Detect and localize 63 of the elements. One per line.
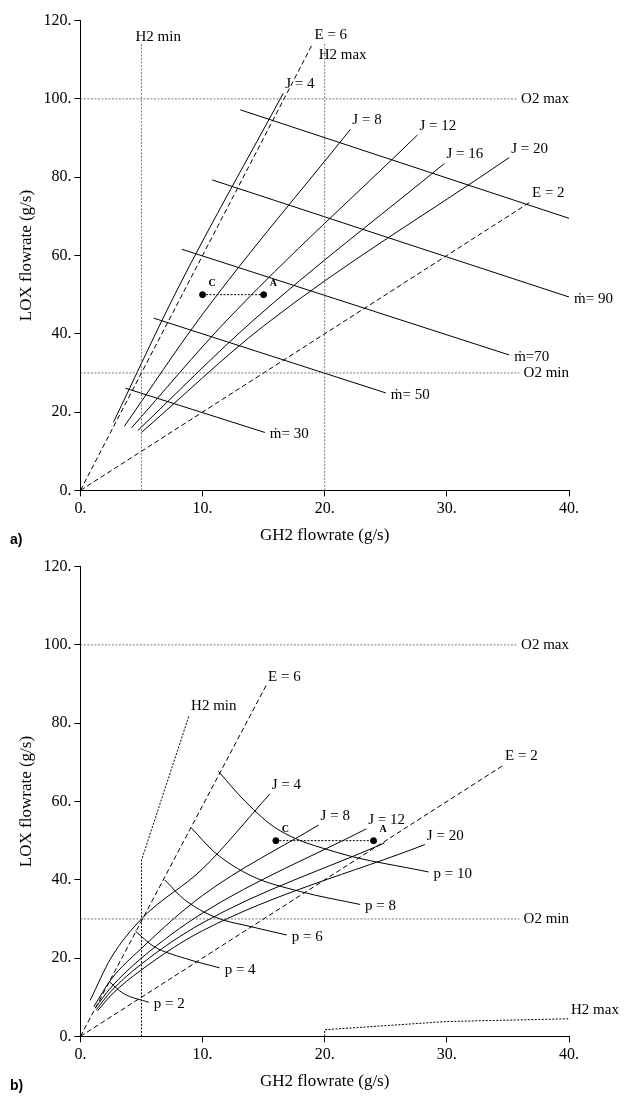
annotation: C <box>281 823 290 835</box>
x-tick-label: 40. <box>559 499 579 517</box>
ref-line-label: H2 min <box>135 27 182 44</box>
y-tick-label: 40. <box>51 870 72 887</box>
x-tick-label: 0. <box>74 1045 87 1063</box>
y-tick-label: 60. <box>51 245 72 263</box>
x-tick-label: 20. <box>314 499 335 517</box>
ref-line-label: O2 min <box>523 363 570 380</box>
ref-line-label: O2 max <box>521 635 570 652</box>
ref-line-label: O2 min <box>523 909 570 926</box>
x-tick-label: 30. <box>436 1045 457 1063</box>
series-label: ṁ=70 <box>514 347 550 364</box>
text: a) <box>10 530 23 547</box>
y-axis-title: LOX flowrate (g/s) <box>15 189 35 322</box>
series-label: J = 12 <box>419 116 457 133</box>
y-tick-label: 20. <box>51 402 72 420</box>
series-label: ṁ= 50 <box>390 385 430 402</box>
series-label: E = 6 <box>268 667 302 684</box>
series-label: J = 20 <box>511 139 548 156</box>
series-label: p = 2 <box>153 995 185 1012</box>
series-label: H2 min <box>191 697 238 714</box>
series-label: p = 4 <box>224 960 257 977</box>
series-label: E = 6 <box>314 26 348 43</box>
y-tick-label: 0. <box>59 1026 72 1044</box>
annotation: C <box>208 277 216 289</box>
series-label: J = 8 <box>352 111 382 128</box>
y-tick-label: 60. <box>51 791 72 809</box>
series-label: E = 2 <box>531 184 565 201</box>
y-tick-label: 80. <box>51 713 72 731</box>
y-tick-label: 80. <box>51 167 72 185</box>
y-tick-label: 20. <box>51 948 72 966</box>
y-tick-label: 0. <box>59 480 72 498</box>
series-label: H2 max <box>571 1000 620 1017</box>
annotation: A <box>379 823 388 835</box>
y-axis-title: LOX flowrate (g/s) <box>15 735 35 868</box>
ref-line-label: O2 max <box>521 89 570 106</box>
y-tick-label: 100. <box>43 89 72 107</box>
series-label: p = 6 <box>291 927 324 944</box>
text: b) <box>10 1076 24 1093</box>
ref-line-label: H2 max <box>318 45 368 62</box>
series-label: ṁ= 30 <box>269 425 309 442</box>
x-tick-label: 40. <box>559 1045 579 1063</box>
series-label: J = 20 <box>426 826 464 843</box>
x-axis-title: GH2 flowrate (g/s) <box>260 525 390 545</box>
x-tick-label: 10. <box>192 1045 213 1063</box>
y-tick-label: 120. <box>43 10 72 28</box>
y-tick-label: 120. <box>43 556 72 574</box>
y-tick-label: 100. <box>43 635 72 653</box>
series-label: ṁ= 90 <box>574 289 613 306</box>
x-tick-label: 10. <box>192 499 213 517</box>
annotation: A <box>269 277 278 289</box>
series-label: J = 16 <box>446 145 484 162</box>
x-tick-label: 20. <box>314 1045 335 1063</box>
x-tick-label: 30. <box>436 499 457 517</box>
x-axis-title: GH2 flowrate (g/s) <box>260 1071 390 1091</box>
series-label: p = 8 <box>365 897 397 914</box>
x-tick-label: 0. <box>74 499 87 517</box>
series-label: J = 4 <box>285 75 315 92</box>
series-label: p = 10 <box>433 864 472 881</box>
y-tick-label: 40. <box>51 324 72 341</box>
series-label: J = 4 <box>271 776 302 792</box>
series-label: J = 8 <box>320 806 350 823</box>
series-label: E = 2 <box>505 747 538 764</box>
